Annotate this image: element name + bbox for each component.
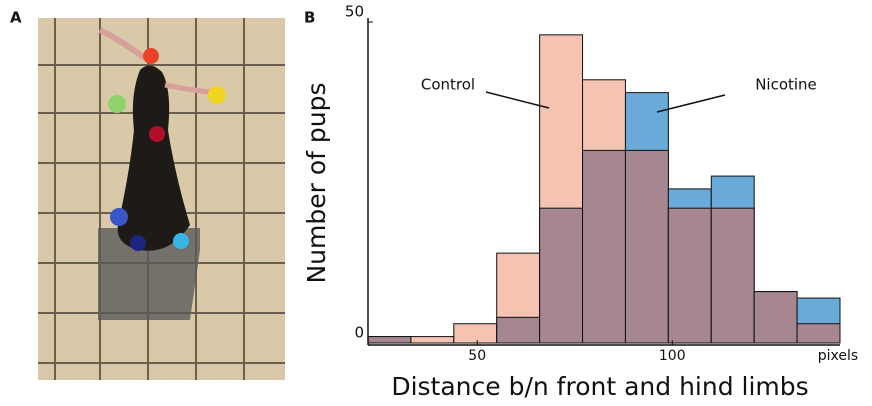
bar: [367, 336, 412, 344]
bar: [410, 336, 455, 344]
x-unit-label: pixels: [818, 348, 858, 364]
panel-label: B: [304, 9, 315, 27]
bar: [667, 207, 712, 344]
y-tick-label: 50: [345, 3, 364, 21]
bar: [796, 323, 841, 344]
x-tick-label: 50: [468, 348, 486, 364]
annotation-line: [656, 94, 726, 113]
annotation: Nicotine: [755, 76, 817, 94]
bar: [496, 316, 541, 344]
bar: [453, 323, 498, 344]
bar: [624, 149, 669, 344]
x-tick-label: 100: [659, 348, 686, 364]
bar: [710, 207, 755, 344]
photo: [38, 18, 285, 380]
bar: [582, 149, 626, 344]
bar: [539, 207, 584, 344]
annotation-line: [485, 91, 550, 109]
y-tick-label: 0: [354, 324, 364, 342]
y-axis-title: Number of pups: [302, 82, 331, 283]
bar: [753, 291, 798, 344]
x-axis-title: Distance b/n front and hind limbs: [391, 372, 808, 401]
panel-label: A: [10, 9, 22, 27]
annotation: Control: [421, 76, 475, 94]
